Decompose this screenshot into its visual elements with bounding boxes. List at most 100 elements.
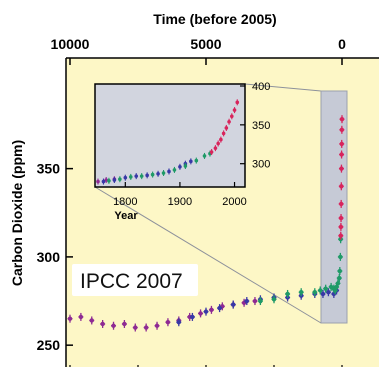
inset-data-point <box>221 130 226 137</box>
data-point <box>257 297 263 306</box>
data-point <box>230 300 236 309</box>
inset-data-point <box>167 168 171 175</box>
x-axis-ticks: 10000 5000 0 <box>51 36 346 367</box>
inset-data-point <box>178 163 182 170</box>
inset-background <box>94 83 246 188</box>
inset-x-axis-label: Year <box>114 210 138 222</box>
main-series <box>67 115 345 332</box>
inset-data-point <box>230 113 234 120</box>
series-red <box>338 115 345 240</box>
y-tick-label: 300 <box>37 249 61 265</box>
data-point <box>100 319 106 328</box>
inset-data-point <box>232 107 237 114</box>
inset-data-point <box>101 178 106 185</box>
data-point <box>339 115 345 124</box>
data-point <box>337 252 343 261</box>
data-point <box>320 289 326 298</box>
zoom-connector-bottom <box>94 186 322 324</box>
data-point <box>143 323 149 332</box>
data-point <box>111 321 117 330</box>
data-point <box>339 125 345 134</box>
inset-series-green <box>107 150 212 184</box>
inset-data-point <box>123 174 128 181</box>
y-axis-label: Carbon Dioxide (ppm) <box>9 140 25 286</box>
inset-x-tick-label: 1800 <box>113 196 137 208</box>
x-tick-label: 0 <box>338 36 346 52</box>
data-point <box>176 318 182 327</box>
inset-data-point <box>227 118 231 125</box>
y-axis-label-group: Carbon Dioxide (ppm) <box>9 140 25 286</box>
data-point <box>317 286 323 295</box>
data-point <box>339 150 345 159</box>
inset-data-point <box>112 177 117 184</box>
data-point <box>339 139 345 148</box>
data-point <box>338 199 344 208</box>
data-point <box>335 279 341 288</box>
data-point <box>252 297 258 306</box>
zoom-connectors <box>94 83 322 324</box>
data-point <box>189 312 195 321</box>
inset-y-axis-ticks: 300 350 400 <box>240 81 270 171</box>
inset-data-point <box>172 166 177 173</box>
inset-x-axis-ticks: 1800 1900 2000 <box>113 182 247 208</box>
inset-x-tick-label: 1900 <box>168 196 192 208</box>
inset-data-point <box>209 149 214 156</box>
annotation-background <box>72 264 198 296</box>
inset-data-point <box>213 145 218 152</box>
chart-title: Time (before 2005) <box>153 11 276 27</box>
data-point <box>132 323 138 332</box>
inset-data-point <box>118 176 122 183</box>
data-point <box>325 288 331 297</box>
inset-data-point <box>224 124 229 131</box>
inset-data-point <box>139 173 144 180</box>
inset-series-red <box>209 99 240 156</box>
inset-data-point <box>161 170 166 177</box>
inset-data-point <box>183 163 188 170</box>
inset-y-tick-label: 300 <box>252 159 270 171</box>
inset-data-point <box>219 136 223 143</box>
inset-data-point <box>194 157 199 164</box>
inset-data-point <box>202 152 207 159</box>
inset-data-point <box>216 140 220 147</box>
inset-y-tick-label: 400 <box>252 81 270 93</box>
data-point <box>217 304 223 313</box>
data-point <box>244 297 250 306</box>
data-point <box>89 316 95 325</box>
data-point <box>285 289 291 298</box>
zoom-connector-top <box>244 83 322 92</box>
ipcc-annotation: IPCC 2007 <box>72 264 198 296</box>
inset-data-point <box>128 173 133 180</box>
data-point <box>208 305 214 314</box>
inset-y-tick-label: 350 <box>252 120 270 132</box>
x-tick-label: 5000 <box>190 36 221 52</box>
data-point <box>165 318 171 327</box>
data-point <box>203 307 209 316</box>
inset-data-point <box>189 158 193 165</box>
inset-x-tick-label: 2000 <box>222 196 246 208</box>
inset-data-point <box>235 99 240 106</box>
data-point <box>198 309 204 318</box>
data-point <box>323 284 329 293</box>
x-tick-label: 10000 <box>51 36 90 52</box>
inset-data-point <box>156 170 160 177</box>
data-point <box>338 214 344 223</box>
data-point <box>312 288 318 297</box>
data-point <box>338 231 344 240</box>
inset-data-point <box>104 177 108 184</box>
inset-data-point <box>107 177 111 184</box>
data-point <box>336 274 342 283</box>
plot-frame <box>65 57 379 367</box>
data-point <box>121 319 127 328</box>
data-point <box>78 312 84 321</box>
annotation-text: IPCC 2007 <box>80 270 183 293</box>
inset-series <box>96 99 240 185</box>
data-point <box>338 222 344 231</box>
inset-data-point <box>134 173 139 180</box>
y-axis-ticks: 250 300 350 <box>37 161 73 353</box>
data-point <box>67 314 73 323</box>
inset-data-point <box>145 172 149 179</box>
data-point <box>338 164 344 173</box>
data-point <box>338 182 344 191</box>
y-tick-label: 250 <box>37 337 61 353</box>
